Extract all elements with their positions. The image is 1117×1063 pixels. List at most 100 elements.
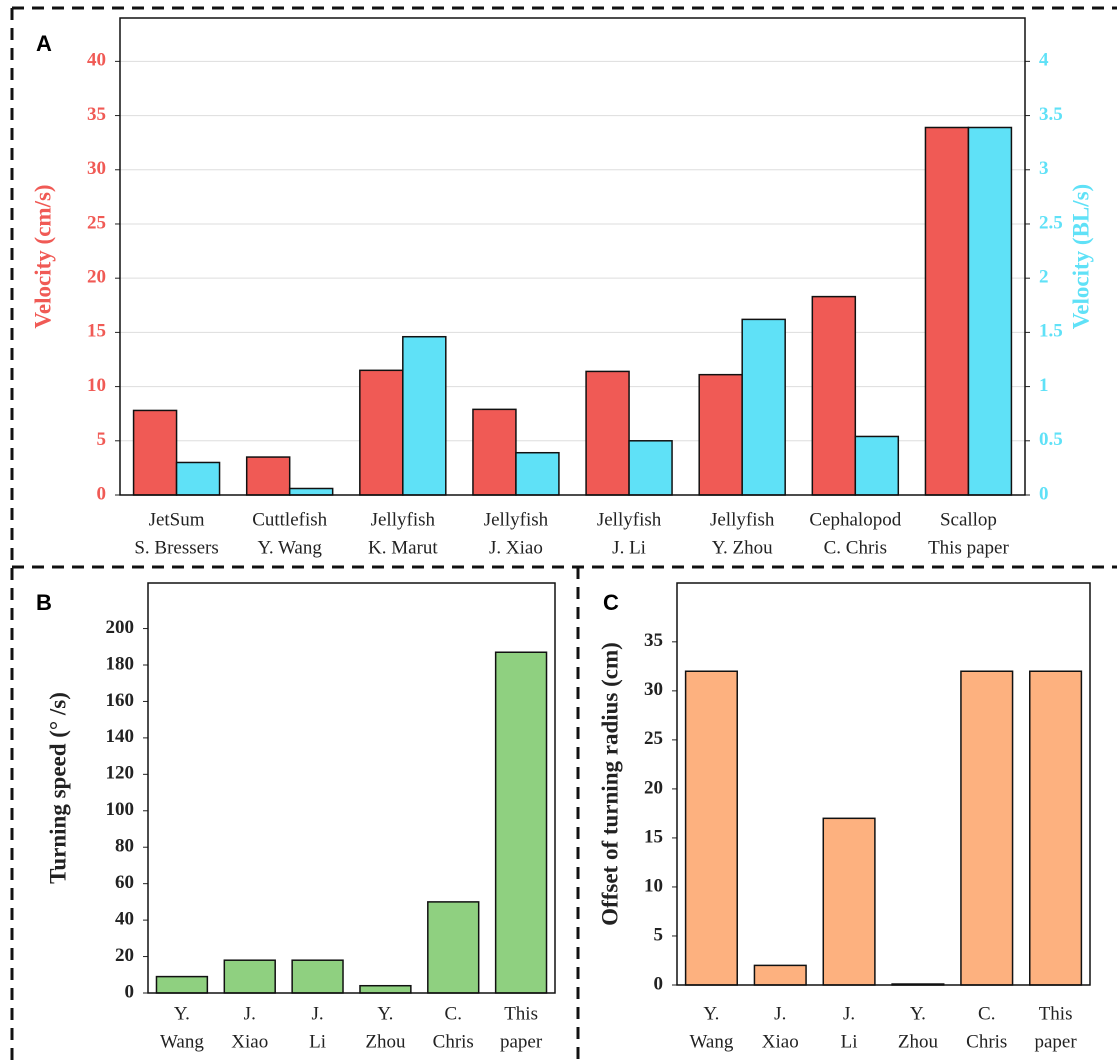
- x-tick-label: C.: [445, 1003, 462, 1024]
- y-tick-label: 160: [106, 690, 135, 711]
- y-tick-label: 30: [644, 679, 663, 700]
- x-tick-label: Xiao: [231, 1031, 268, 1052]
- y-tick-label: 35: [87, 104, 106, 125]
- y-tick-label: 10: [87, 375, 106, 396]
- x-tick-label: J.: [312, 1003, 324, 1024]
- panel-label: A: [36, 31, 52, 56]
- panel-label: C: [603, 590, 619, 615]
- x-tick-label: Y.: [174, 1003, 190, 1024]
- x-tick-label: Zhou: [365, 1031, 406, 1052]
- x-tick-label: Y. Wang: [258, 537, 323, 558]
- y2-tick-label: 2: [1039, 267, 1049, 288]
- y2-tick-label: 4: [1039, 50, 1049, 71]
- x-tick-label: Xiao: [762, 1031, 799, 1052]
- y2-tick-label: 1.5: [1039, 321, 1063, 342]
- bar: [699, 375, 742, 495]
- x-tick-label: paper: [500, 1031, 543, 1052]
- x-tick-label: Jellyfish: [597, 509, 662, 530]
- x-tick-label: Wang: [160, 1031, 204, 1052]
- y2-tick-label: 3: [1039, 158, 1049, 179]
- x-tick-label: Li: [309, 1031, 326, 1052]
- y-tick-label: 100: [106, 799, 135, 820]
- y-tick-label: 0: [97, 483, 107, 504]
- x-tick-label: Zhou: [898, 1031, 939, 1052]
- bar: [629, 441, 672, 495]
- y-tick-label: 20: [644, 777, 663, 798]
- y-tick-label: 180: [106, 653, 135, 674]
- y2-tick-label: 0.5: [1039, 429, 1063, 450]
- bar: [290, 488, 333, 495]
- x-tick-label: J. Xiao: [489, 537, 543, 558]
- y-tick-label: 0: [654, 973, 664, 994]
- x-tick-label: Y.: [910, 1003, 926, 1024]
- x-tick-label: Jellyfish: [484, 509, 549, 530]
- x-tick-label: J.: [774, 1003, 786, 1024]
- y2-tick-label: 0: [1039, 483, 1049, 504]
- bar: [156, 977, 207, 993]
- y-tick-label: 120: [106, 763, 135, 784]
- bar: [754, 965, 806, 985]
- x-tick-label: Cephalopod: [809, 509, 901, 530]
- bar: [224, 960, 275, 993]
- bar: [686, 671, 738, 985]
- bar: [292, 960, 343, 993]
- bar: [516, 453, 559, 495]
- y2-axis-label: Velocity (BL/s): [1068, 184, 1093, 329]
- y-tick-label: 25: [87, 212, 106, 233]
- bar: [428, 902, 479, 993]
- y-tick-label: 15: [644, 826, 663, 847]
- bar: [403, 337, 446, 495]
- bar: [855, 436, 898, 495]
- bar: [177, 462, 220, 495]
- y-tick-label: 25: [644, 728, 663, 749]
- bar: [473, 409, 516, 495]
- x-tick-label: J. Li: [612, 537, 646, 558]
- y-axis-label: Velocity (cm/s): [30, 184, 55, 328]
- y-tick-label: 80: [115, 836, 134, 857]
- y-axis-label: Offset of turning radius (cm): [597, 642, 622, 926]
- bar: [823, 818, 875, 985]
- x-tick-label: Wang: [689, 1031, 733, 1052]
- x-tick-label: Chris: [433, 1031, 474, 1052]
- figure: A051015202530354000.511.522.533.54Veloci…: [0, 0, 1117, 1063]
- x-tick-label: J.: [843, 1003, 855, 1024]
- y-tick-label: 140: [106, 726, 135, 747]
- bar: [968, 127, 1011, 495]
- x-tick-label: Jellyfish: [371, 509, 436, 530]
- x-tick-label: Cuttlefish: [252, 509, 327, 530]
- y-tick-label: 40: [87, 50, 106, 71]
- y-tick-label: 35: [644, 630, 663, 651]
- y-axis-label: Turning speed (° /s): [45, 692, 70, 884]
- bar: [925, 127, 968, 495]
- x-tick-label: Y.: [703, 1003, 719, 1024]
- y-tick-label: 40: [115, 908, 134, 929]
- bar: [360, 370, 403, 495]
- x-tick-label: Scallop: [940, 509, 997, 530]
- bar: [586, 371, 629, 495]
- x-tick-label: S. Bressers: [134, 537, 218, 558]
- y2-tick-label: 3.5: [1039, 104, 1063, 125]
- y-tick-label: 20: [115, 945, 134, 966]
- bar: [961, 671, 1013, 985]
- x-tick-label: Y.: [377, 1003, 393, 1024]
- bar: [742, 319, 785, 495]
- x-tick-label: J.: [244, 1003, 256, 1024]
- bar: [360, 986, 411, 993]
- bar: [812, 297, 855, 495]
- panel-label: B: [36, 590, 52, 615]
- x-tick-label: Li: [841, 1031, 858, 1052]
- y-tick-label: 200: [106, 617, 135, 638]
- bar: [496, 652, 547, 993]
- y-tick-label: 5: [97, 429, 107, 450]
- y-tick-label: 30: [87, 158, 106, 179]
- y-tick-label: 0: [125, 981, 135, 1002]
- y-tick-label: 15: [87, 321, 106, 342]
- x-tick-label: This: [1039, 1003, 1073, 1024]
- y-tick-label: 10: [644, 875, 663, 896]
- x-tick-label: C. Chris: [824, 537, 887, 558]
- bar: [247, 457, 290, 495]
- y-tick-label: 5: [654, 924, 664, 945]
- y-tick-label: 60: [115, 872, 134, 893]
- y2-tick-label: 1: [1039, 375, 1049, 396]
- bar: [134, 410, 177, 495]
